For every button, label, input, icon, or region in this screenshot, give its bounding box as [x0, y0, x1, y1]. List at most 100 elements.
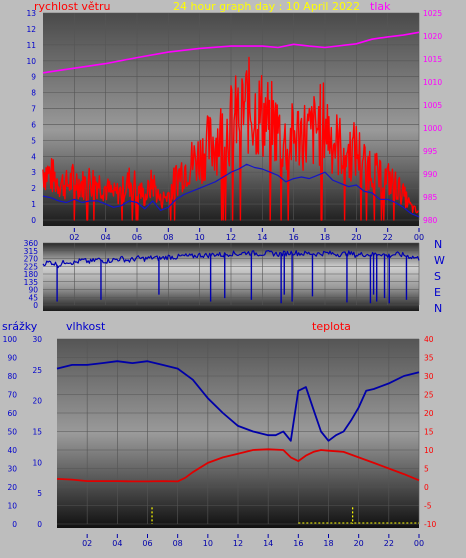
x-tick-label: 20	[351, 233, 361, 242]
x-tick-label: 16	[289, 233, 299, 242]
x-tick-label: 10	[203, 539, 213, 548]
x-tick-label: 22	[383, 233, 393, 242]
wind-speed-label: rychlost větru	[34, 0, 110, 13]
pressure-y-tick-label: 1015	[423, 55, 442, 64]
wind-y-tick-label: 8	[31, 89, 36, 98]
rain-y-tick-label: 30	[7, 465, 17, 474]
temperature-y-tick-label: 35	[424, 354, 434, 363]
wind-y-tick-label: 1	[31, 200, 36, 209]
x-tick-label: 04	[112, 539, 122, 548]
direction-y-tick-label: 315	[24, 247, 39, 256]
x-tick-label: 08	[163, 233, 173, 242]
x-tick-label: 14	[257, 233, 267, 242]
x-tick-label: 18	[323, 539, 333, 548]
humidity-y-tick-label: 10	[32, 458, 42, 467]
rain-y-tick-label: 10	[7, 502, 17, 511]
x-tick-label: 08	[173, 539, 183, 548]
direction-y-tick-label: 135	[24, 278, 39, 287]
compass-label: N	[434, 238, 442, 251]
wind-y-tick-label: 13	[26, 9, 36, 18]
temperature-label: teplota	[312, 320, 351, 333]
direction-y-tick-label: 360	[24, 239, 39, 248]
rain-y-tick-label: 60	[7, 409, 17, 418]
compass-label: W	[434, 254, 445, 267]
wind-y-tick-label: 9	[31, 73, 36, 82]
temperature-y-tick-label: 15	[424, 428, 434, 437]
rain-y-tick-label: 0	[12, 520, 17, 529]
humidity-y-tick-label: 25	[32, 366, 42, 375]
wind-pressure-chart: 0123456789101112139809859909951000100510…	[26, 9, 442, 242]
rain-y-tick-label: 90	[7, 354, 17, 363]
temperature-y-tick-label: 30	[424, 372, 434, 381]
x-tick-label: 00	[414, 233, 424, 242]
wind-y-tick-label: 11	[26, 41, 36, 50]
pressure-label: tlak	[370, 0, 391, 13]
humidity-y-tick-label: 5	[37, 489, 42, 498]
pressure-y-tick-label: 1025	[423, 9, 442, 18]
pressure-y-tick-label: 990	[423, 170, 438, 179]
x-tick-label: 12	[226, 233, 236, 242]
compass-label: E	[434, 286, 441, 299]
wind-y-tick-label: 3	[31, 168, 36, 177]
wind-y-tick-label: 2	[31, 184, 36, 193]
temperature-line	[56, 448, 420, 483]
pressure-line	[42, 31, 420, 74]
rain-y-tick-label: 50	[7, 428, 17, 437]
humidity-label: vlhkost	[66, 320, 106, 333]
wind-y-tick-label: 0	[31, 216, 36, 225]
pressure-y-tick-label: 1020	[423, 32, 442, 41]
temperature-y-tick-label: 25	[424, 391, 434, 400]
rain-y-tick-label: 40	[7, 446, 17, 455]
wind-y-tick-label: 5	[31, 136, 36, 145]
temperature-y-tick-label: -10	[424, 520, 436, 529]
pressure-y-tick-label: 1010	[423, 78, 442, 87]
temperature-y-tick-label: 20	[424, 409, 434, 418]
wind-y-tick-label: 6	[31, 120, 36, 129]
wind-y-tick-label: 4	[31, 152, 36, 161]
wind-y-tick-label: 12	[26, 25, 36, 34]
wind-direction-line	[42, 250, 420, 269]
x-tick-label: 02	[69, 233, 79, 242]
x-tick-label: 22	[384, 539, 394, 548]
rain-y-tick-label: 20	[7, 483, 17, 492]
pressure-y-tick-label: 985	[423, 193, 438, 202]
temperature-y-tick-label: 5	[424, 465, 429, 474]
wind-y-tick-label: 7	[31, 105, 36, 114]
x-tick-label: 14	[263, 539, 273, 548]
rain-y-tick-label: 100	[3, 335, 18, 344]
temperature-y-tick-label: 40	[424, 335, 434, 344]
pressure-y-tick-label: 1000	[423, 124, 442, 133]
humidity-temperature-chart: 0102030405060708090100051015202530-10-50…	[3, 335, 437, 548]
pressure-y-tick-label: 995	[423, 147, 438, 156]
wind-speed-line	[42, 56, 419, 221]
rain-y-tick-label: 70	[7, 391, 17, 400]
rain-y-tick-label: 80	[7, 372, 17, 381]
humidity-line	[56, 360, 420, 442]
temperature-y-tick-label: -5	[424, 502, 432, 511]
direction-y-tick-label: 225	[24, 262, 39, 271]
x-tick-label: 18	[320, 233, 330, 242]
x-tick-label: 16	[293, 539, 303, 548]
wind-average-line	[42, 163, 420, 218]
direction-y-tick-label: 45	[28, 293, 38, 302]
x-tick-label: 04	[101, 233, 111, 242]
x-tick-label: 06	[132, 233, 142, 242]
pressure-y-tick-label: 980	[423, 216, 438, 225]
temperature-y-tick-label: 10	[424, 446, 434, 455]
x-tick-label: 06	[142, 539, 152, 548]
pressure-y-tick-label: 1005	[423, 101, 442, 110]
x-tick-label: 20	[354, 539, 364, 548]
rain-label: srážky	[2, 320, 38, 333]
x-tick-label: 02	[82, 539, 92, 548]
x-tick-label: 12	[233, 539, 243, 548]
humidity-y-tick-label: 20	[32, 397, 42, 406]
direction-y-tick-label: 90	[28, 286, 38, 295]
humidity-y-tick-label: 15	[32, 428, 42, 437]
graph-title: 24 hour graph day : 10 April 2022	[173, 0, 360, 13]
x-tick-label: 10	[195, 233, 205, 242]
compass-label: N	[434, 302, 442, 315]
temperature-y-tick-label: 0	[424, 483, 429, 492]
humidity-y-tick-label: 0	[37, 520, 42, 529]
